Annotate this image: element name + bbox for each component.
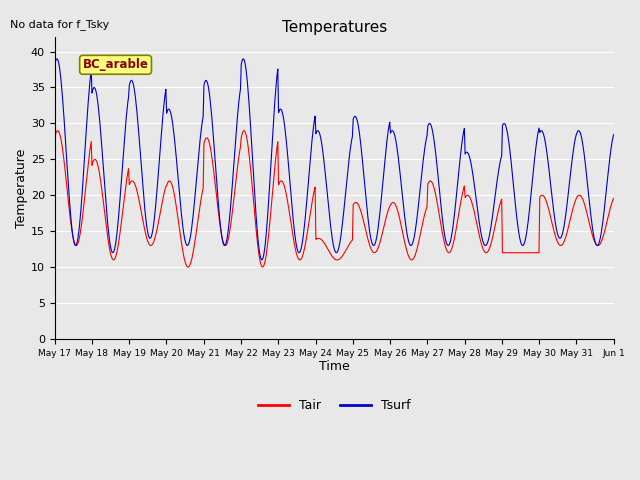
Tair (61, 172, 69, 178)
Tair (54, 128, 61, 133)
Tsurf (205, 91, 213, 96)
Tair (420, 215, 428, 220)
Tsurf (420, 152, 428, 157)
Tsurf (53, 56, 61, 61)
Tair (119, 205, 127, 211)
Title: Temperatures: Temperatures (282, 20, 387, 35)
Legend: Tair, Tsurf: Tair, Tsurf (253, 394, 415, 417)
Line: Tsurf: Tsurf (54, 59, 614, 260)
Y-axis label: Temperature: Temperature (15, 148, 28, 228)
Tsurf (176, 195, 184, 201)
Text: No data for f_Tsky: No data for f_Tsky (10, 19, 109, 30)
Tair (184, 264, 192, 270)
Tair (206, 144, 214, 149)
Tsurf (404, 234, 412, 240)
Text: BC_arable: BC_arable (83, 58, 148, 72)
Tsurf (259, 257, 266, 263)
Line: Tair: Tair (54, 131, 614, 267)
Tsurf (61, 139, 69, 144)
Tair (51, 135, 58, 141)
Tair (610, 195, 618, 201)
X-axis label: Time: Time (319, 360, 349, 373)
Tsurf (119, 154, 127, 160)
Tsurf (51, 62, 58, 68)
Tair (176, 229, 184, 235)
Tsurf (610, 132, 618, 137)
Tair (404, 251, 412, 256)
